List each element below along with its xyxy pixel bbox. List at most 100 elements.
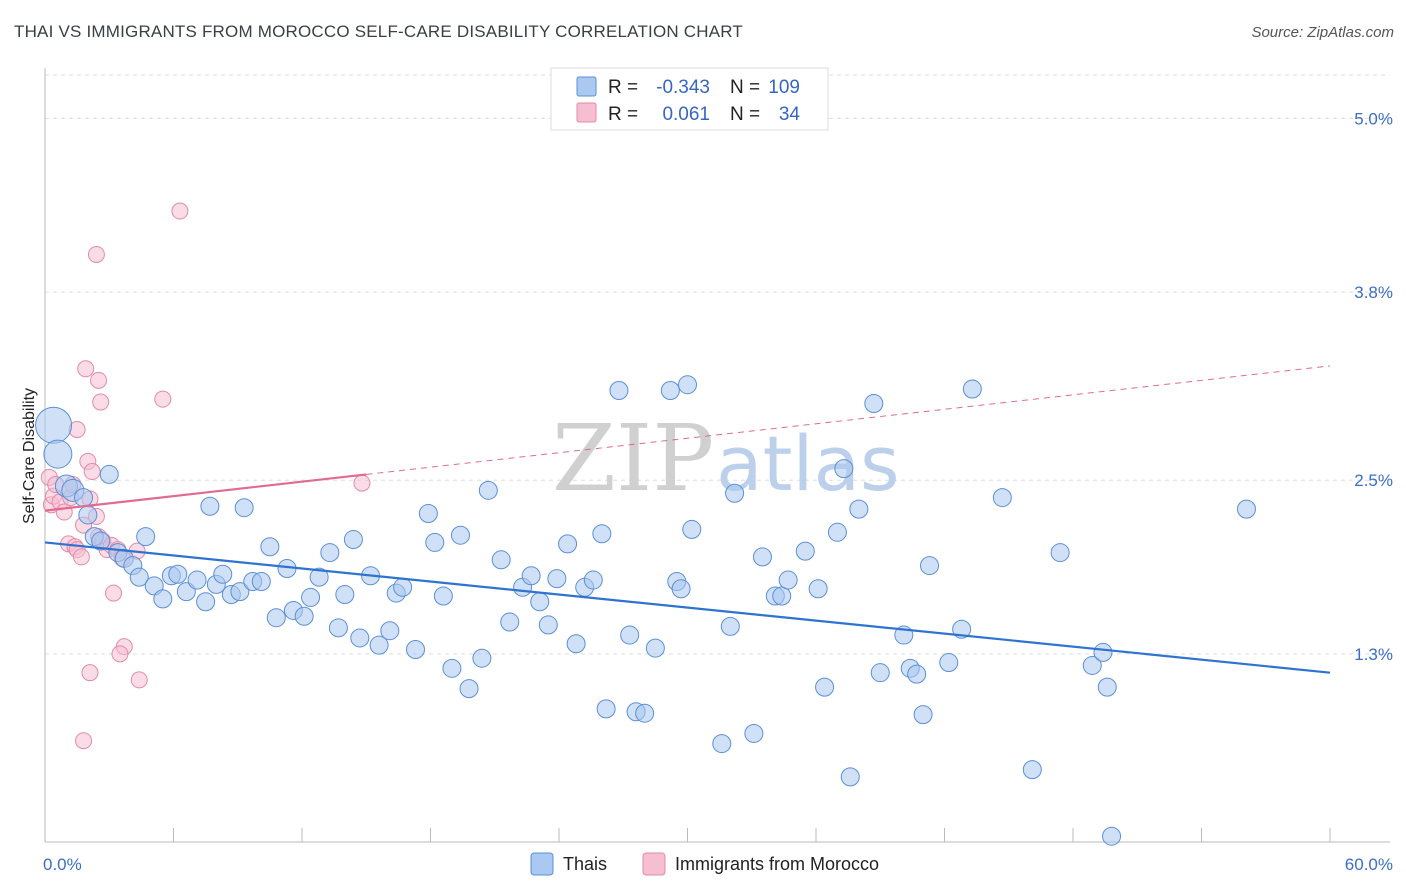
thais-point [153, 589, 173, 609]
legend-r-value-1: -0.343 [656, 77, 710, 98]
thais-point [1236, 499, 1256, 519]
thais-point [213, 564, 233, 584]
morocco-point [83, 463, 101, 481]
thais-point [350, 628, 370, 648]
bottom-legend-label-thais: Thais [563, 854, 607, 874]
y-tick-label: 2.5% [1354, 471, 1393, 490]
watermark-atlas: atlas [716, 419, 900, 508]
thais-point [91, 531, 111, 551]
thais-point [864, 394, 884, 414]
legend-n-label-1: N = [730, 77, 760, 98]
thais-point [459, 679, 479, 699]
series-morocco-points [40, 202, 371, 750]
thais-point [99, 464, 119, 484]
thais-point [187, 570, 207, 590]
legend-n-value-1: 109 [768, 77, 800, 98]
thais-point [834, 459, 854, 479]
thais-point [328, 618, 348, 638]
thais-point [251, 572, 271, 592]
thais-point [320, 543, 340, 563]
morocco-point [81, 664, 99, 682]
thais-point [712, 734, 732, 754]
thais-point [547, 569, 567, 589]
legend-frame [550, 67, 829, 131]
thais-point [620, 625, 640, 645]
thais-point [913, 705, 933, 725]
thais-point [433, 586, 453, 606]
thais-point [196, 592, 216, 612]
thais-point [260, 537, 280, 557]
thais-point [78, 505, 98, 525]
thais-point [1082, 655, 1102, 675]
thais-point [772, 586, 792, 606]
y-tick-label: 5.0% [1354, 109, 1393, 128]
watermark: ZIP atlas [552, 405, 900, 512]
thais-point [682, 519, 702, 539]
thais-point [266, 608, 286, 628]
thais-point [74, 488, 94, 508]
thais-point [491, 550, 511, 570]
morocco-point [130, 671, 148, 689]
thais-point [778, 570, 798, 590]
thais-point [168, 564, 188, 584]
thais-point [136, 527, 156, 547]
thais-point [849, 499, 869, 519]
thais-point [1097, 677, 1117, 697]
thais-point [442, 658, 462, 678]
y-tick-labels: 1.3% 2.5% 3.8% 5.0% [1354, 109, 1393, 663]
legend-n-value-2: 34 [779, 104, 801, 125]
x-tick-label-max: 60.0% [1345, 855, 1393, 874]
thais-point [962, 379, 982, 399]
thais-point [530, 592, 550, 612]
thais-point [129, 567, 149, 587]
y-tick-label: 1.3% [1354, 645, 1393, 664]
thais-point [808, 579, 828, 599]
morocco-point [55, 503, 73, 521]
morocco-point [92, 393, 110, 411]
thais-point [815, 677, 835, 697]
thais-point [920, 556, 940, 576]
series-thais-points [35, 375, 1256, 846]
thais-point [478, 480, 498, 500]
thais-point [566, 634, 586, 654]
thais-point [609, 380, 629, 400]
thais-point [1102, 826, 1122, 846]
thais-point [380, 621, 400, 641]
thais-point [500, 612, 520, 632]
legend-r-value-2: 0.061 [662, 104, 710, 125]
chart-title: THAI VS IMMIGRANTS FROM MOROCCO SELF-CAR… [14, 22, 744, 41]
legend-r-label-1: R = [608, 77, 638, 98]
thais-point [538, 615, 558, 635]
morocco-point [353, 474, 371, 492]
thais-point [596, 699, 616, 719]
y-tick-label: 3.8% [1354, 283, 1393, 302]
thais-point [671, 579, 691, 599]
grid-lines [45, 74, 1390, 655]
thais-point [952, 619, 972, 639]
thais-point [870, 663, 890, 683]
thais-point [720, 616, 740, 636]
thais-point [521, 566, 541, 586]
morocco-point [87, 245, 105, 263]
bottom-legend-swatch-morocco [642, 852, 666, 876]
y-axis-title: Self-Care Disability [21, 388, 38, 524]
thais-point [343, 530, 363, 550]
morocco-point [77, 360, 95, 378]
thais-point [907, 664, 927, 684]
bottom-legend-label-morocco: Immigrants from Morocco [675, 854, 879, 874]
thais-point [418, 503, 438, 523]
thais-point [200, 496, 220, 516]
x-tick-label-min: 0.0% [43, 855, 82, 874]
thais-point [425, 532, 445, 552]
thais-point [939, 653, 959, 673]
thais-point [992, 488, 1012, 508]
thais-point [840, 767, 860, 787]
thais-point [230, 582, 250, 602]
thais-point [795, 541, 815, 561]
thais-point [583, 570, 603, 590]
bottom-legend: Thais Immigrants from Morocco [530, 852, 879, 876]
morocco-point [111, 645, 129, 663]
morocco-point [90, 371, 108, 389]
legend-box: R = -0.343 N = 109 R = 0.061 N = 34 [550, 67, 829, 131]
thais-point [678, 375, 697, 395]
